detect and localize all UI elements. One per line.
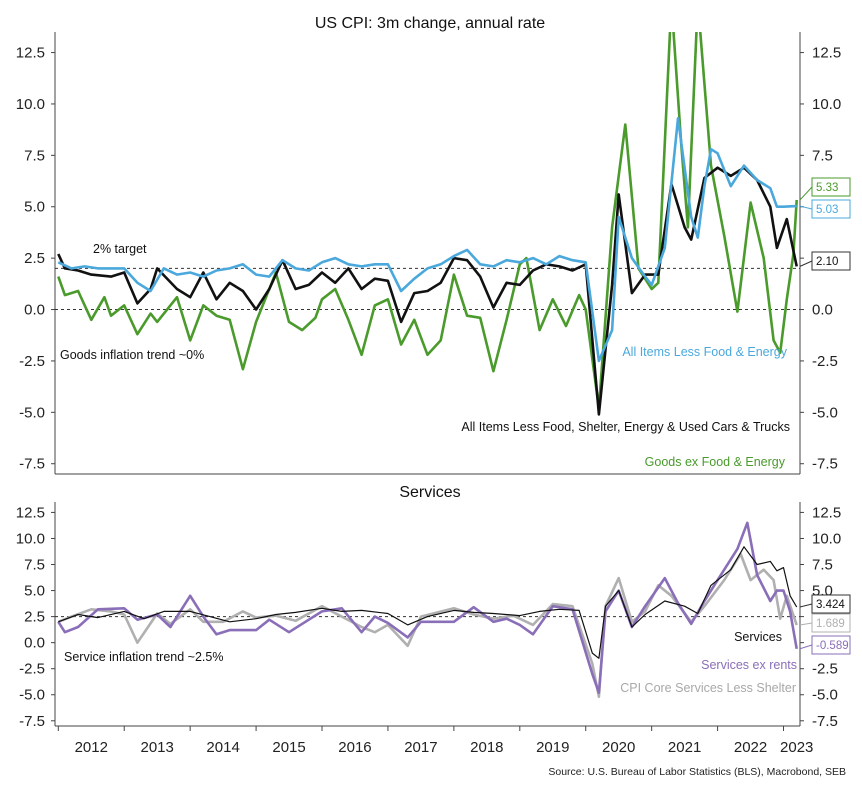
cpi-value-box [811, 199, 851, 219]
services-ytick-label-left: 12.5 [16, 504, 45, 521]
legend-core-services-less-shelter: CPI Core Services Less Shelter [620, 681, 796, 695]
services-xtick-label: 2017 [404, 739, 437, 756]
services-value-connector [799, 603, 813, 608]
cpi-series-line-goods-ex-food-energy [57, 32, 798, 410]
services-value-connector [799, 622, 813, 626]
services-xtick-label: 2020 [602, 739, 635, 756]
cpi-ytick-label-left: 10.0 [16, 96, 45, 113]
cpi-chart-title: US CPI: 3m change, annual rate [315, 15, 545, 32]
cpi-value-box [811, 177, 851, 197]
cpi-ytick-label-right: 7.5 [812, 147, 833, 164]
cpi-value-label: 5.03 [816, 204, 838, 216]
services-xtick-label: 2023 [780, 739, 813, 756]
services-xtick-label: 2012 [75, 739, 108, 756]
services-xtick-label: 2022 [734, 739, 767, 756]
services-value-box [811, 635, 851, 655]
services-chart-title: Services [399, 484, 460, 501]
cpi-ytick-label-left: 7.5 [24, 147, 45, 164]
services-xtick-label: 2013 [141, 739, 174, 756]
services-value-label: 1.689 [816, 618, 845, 630]
services-value-label: -0.589 [816, 640, 849, 652]
cpi-ytick-label-left: 12.5 [16, 45, 45, 62]
legend-core-ex-shelter: All Items Less Food, Shelter, Energy & U… [461, 420, 790, 434]
services-ytick-label-left: 5.0 [24, 583, 45, 600]
cpi-ytick-label-left: -5.0 [19, 404, 45, 421]
cpi-series [57, 32, 798, 416]
services-xtick-label: 2019 [536, 739, 569, 756]
legend-services: Services [734, 630, 782, 644]
services-ytick-label-right: -5.0 [812, 687, 838, 704]
cpi-value-connector [799, 205, 813, 210]
services-ytick-label-left: 0.0 [24, 635, 45, 652]
services-x-ticks: 2012 2013 2014 2015 2016 2017 2018 2019 2020 2021… [57, 726, 813, 756]
source-note: Source: U.S. Bureau of Labor Statistics … [548, 766, 846, 778]
services-ytick-label-left: 7.5 [24, 557, 45, 574]
cpi-y-ticks: 12.512.510.010.07.57.55.05.02.52.50.00.0… [16, 45, 841, 473]
services-xtick-label: 2015 [272, 739, 305, 756]
services-value-box [811, 613, 851, 633]
cpi-ytick-label-left: -7.5 [19, 456, 45, 473]
cpi-ytick-label-right: 0.0 [812, 302, 833, 319]
services-ytick-label-right: 7.5 [812, 557, 833, 574]
cpi-ytick-label-right: -7.5 [812, 456, 838, 473]
services-xtick-label: 2021 [668, 739, 701, 756]
cpi-value-connector [799, 260, 813, 267]
two-percent-target-label: 2% target [93, 242, 147, 256]
cpi-ytick-label-left: 0.0 [24, 302, 45, 319]
services-value-connector [799, 644, 813, 650]
services-ytick-label-left: -2.5 [19, 661, 45, 678]
cpi-series-line-all-items-less-food-shelter-energy-used-cars-trucks [57, 166, 798, 416]
cpi-ytick-label-left: 5.0 [24, 199, 45, 216]
services-value-box [811, 594, 851, 614]
services-series-line-cpi-core-services-less-shelter [57, 552, 798, 699]
services-series-line-services-ex-rents [57, 521, 798, 694]
services-xtick-label: 2014 [206, 739, 239, 756]
cpi-series-line-all-items-less-food-energy [57, 117, 797, 363]
cpi-value-connector [799, 186, 813, 201]
services-ytick-label-right: 12.5 [812, 504, 841, 521]
legend-goods: Goods ex Food & Energy [645, 455, 786, 469]
cpi-value-label: 5.33 [816, 182, 838, 194]
services-xtick-label: 2016 [338, 739, 371, 756]
legend-core-cpi: All Items Less Food & Energy [622, 345, 787, 359]
cpi-ytick-label-left: 2.5 [24, 250, 45, 267]
services-panel: Services 12.5 12.510.0 10.07.5 7.55.0 5.02.5… [16, 484, 851, 756]
goods-trend-annotation: Goods inflation trend ~0% [60, 348, 204, 362]
legend-services-ex-rents: Services ex rents [701, 658, 797, 672]
services-ytick-label-right: -2.5 [812, 661, 838, 678]
cpi-ytick-label-right: -5.0 [812, 404, 838, 421]
services-series-line-services [58, 546, 798, 659]
services-ytick-label-left: -7.5 [19, 713, 45, 730]
services-ytick-label-left: 10.0 [16, 530, 45, 547]
services-xtick-label: 2018 [470, 739, 503, 756]
services-last-value-labels: 3.424 1.689 -0.589 [799, 594, 851, 655]
cpi-ytick-label-right: -2.5 [812, 353, 838, 370]
services-series [57, 521, 798, 699]
cpi-panel: US CPI: 3m change, annual rate 12.5 12.5 1… [16, 15, 851, 475]
cpi-reference-lines [55, 267, 800, 311]
services-ytick-label-left: -5.0 [19, 687, 45, 704]
cpi-ytick-label-right: 10.0 [812, 96, 841, 113]
cpi-ytick-label-left: -2.5 [19, 353, 45, 370]
services-ytick-label-right: 10.0 [812, 530, 841, 547]
service-trend-annotation: Service inflation trend ~2.5% [64, 650, 223, 664]
services-ytick-label-left: 2.5 [24, 609, 45, 626]
cpi-ytick-label-right: 12.5 [812, 45, 841, 62]
cpi-value-box [811, 251, 851, 271]
cpi-value-label: 2.10 [816, 256, 838, 268]
services-value-label: 3.424 [816, 599, 845, 611]
cpi-last-value-labels: 5.33 5.03 2.10 [799, 177, 851, 271]
services-ytick-label-right: -7.5 [812, 713, 838, 730]
